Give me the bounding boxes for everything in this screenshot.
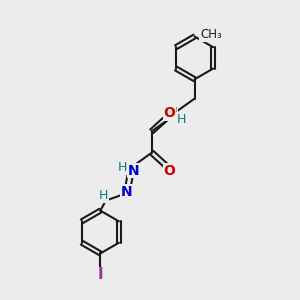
Text: N: N (121, 185, 132, 199)
Text: CH₃: CH₃ (200, 28, 222, 41)
Text: I: I (98, 267, 103, 282)
Text: O: O (164, 106, 176, 120)
Text: N: N (166, 106, 178, 120)
Text: H: H (99, 189, 108, 202)
Text: N: N (128, 164, 139, 178)
Text: O: O (164, 164, 176, 178)
Text: H: H (177, 113, 186, 126)
Text: H: H (118, 161, 128, 174)
